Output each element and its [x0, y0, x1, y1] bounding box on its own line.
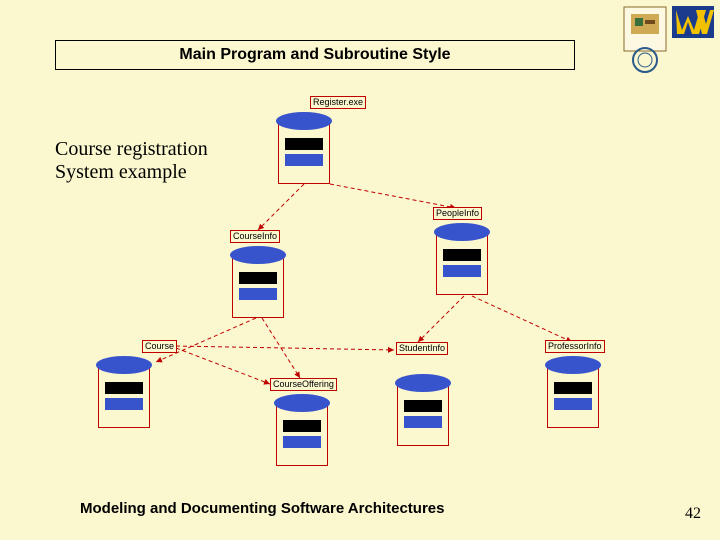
subtitle-line-1: Course registration: [55, 138, 208, 161]
node-label-courseoffering: CourseOffering: [270, 378, 337, 391]
page-number: 42: [685, 505, 701, 523]
node-label-peopleinfo: PeopleInfo: [433, 207, 482, 220]
edge: [418, 296, 464, 342]
edge: [472, 296, 572, 342]
wv-logo: [672, 6, 714, 43]
edge: [330, 184, 456, 208]
component-ellipse: [276, 112, 332, 130]
title-text: Main Program and Subroutine Style: [179, 46, 450, 64]
node-label-courseinfo: CourseInfo: [230, 230, 280, 243]
component-bar: [285, 154, 323, 166]
page-title: Main Program and Subroutine Style: [55, 40, 575, 70]
component-bar: [404, 416, 442, 428]
node-label-studentinfo: StudentInfo: [396, 342, 448, 355]
component-bar: [283, 436, 321, 448]
component-ellipse: [230, 246, 286, 264]
subtitle: Course registration System example: [55, 138, 208, 184]
component-bar: [404, 400, 442, 412]
component-bar: [239, 272, 277, 284]
component-register: [278, 118, 330, 184]
component-ellipse: [434, 223, 490, 241]
subtitle-line-2: System example: [55, 161, 208, 184]
component-courseinfo: [232, 252, 284, 318]
component-ellipse: [274, 394, 330, 412]
component-courseoffering: [276, 400, 328, 466]
edge: [262, 318, 300, 378]
component-bar: [443, 265, 481, 277]
component-bar: [105, 382, 143, 394]
component-bar: [554, 398, 592, 410]
component-bar: [105, 398, 143, 410]
component-bar: [554, 382, 592, 394]
component-bar: [283, 420, 321, 432]
node-label-professorinfo: ProfessorInfo: [545, 340, 605, 353]
component-studentinfo: [397, 380, 449, 446]
component-ellipse: [96, 356, 152, 374]
edge: [258, 184, 304, 230]
seal-logo: [623, 6, 667, 79]
component-professorinfo: [547, 362, 599, 428]
component-ellipse: [545, 356, 601, 374]
component-bar: [239, 288, 277, 300]
edge: [176, 346, 394, 350]
component-peopleinfo: [436, 229, 488, 295]
edge: [176, 348, 270, 384]
component-bar: [285, 138, 323, 150]
footer-text: Modeling and Documenting Software Archit…: [80, 500, 444, 517]
slide: Main Program and Subroutine Style Course…: [0, 0, 720, 540]
node-label-register: Register.exe: [310, 96, 366, 109]
component-ellipse: [395, 374, 451, 392]
node-label-course: Course: [142, 340, 177, 353]
component-course: [98, 362, 150, 428]
component-bar: [443, 249, 481, 261]
edges-layer: [0, 0, 720, 540]
